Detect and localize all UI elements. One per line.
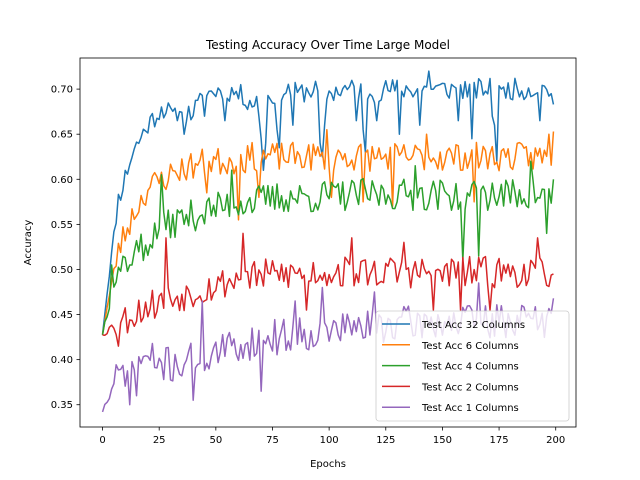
y-tick-label-5: 0.60 — [51, 175, 73, 186]
y-tick-label-3: 0.50 — [51, 265, 73, 276]
y-axis-label: Accuracy — [23, 220, 34, 266]
y-tick-label-6: 0.65 — [51, 130, 73, 141]
x-tick-label-8: 200 — [546, 435, 565, 446]
x-tick-label-6: 150 — [433, 435, 452, 446]
y-tick-label-0: 0.35 — [51, 400, 73, 411]
plot-frame — [79, 57, 577, 428]
legend-label-0: Test Acc 32 Columns — [421, 320, 525, 331]
y-tick-label-7: 0.70 — [51, 85, 73, 96]
legend-label-4: Test Acc 1 Columns — [421, 403, 519, 414]
series-line-1 — [101, 128, 555, 335]
series-line-2 — [101, 160, 555, 336]
x-tick-label-7: 175 — [490, 435, 509, 446]
x-tick-label-1: 25 — [153, 435, 166, 446]
y-tick-label-4: 0.55 — [51, 220, 73, 231]
x-tick-label-3: 75 — [266, 435, 279, 446]
x-axis-ticks: 0 25 50 75 100 125 150 175 200 — [99, 427, 565, 446]
series-line-0 — [101, 70, 555, 335]
legend-box — [375, 310, 570, 422]
x-tick-label-4: 100 — [320, 435, 339, 446]
x-axis-label: Epochs — [310, 459, 346, 470]
x-tick-label-5: 125 — [376, 435, 395, 446]
y-axis-ticks: 0.35 0.40 0.45 0.50 0.55 0.60 0.65 0.70 — [51, 85, 80, 411]
x-tick-label-0: 0 — [99, 435, 105, 446]
series-line-4 — [101, 282, 555, 413]
x-tick-label-2: 50 — [209, 435, 222, 446]
legend-label-3: Test Acc 2 Columns — [421, 382, 519, 393]
y-tick-label-2: 0.45 — [51, 310, 73, 321]
chart-title: Testing Accuracy Over Time Large Model — [205, 38, 450, 52]
plot-series — [101, 70, 555, 413]
legend-label-1: Test Acc 6 Columns — [421, 341, 519, 352]
legend-label-2: Test Acc 4 Columns — [421, 362, 519, 373]
legend: Test Acc 32 Columns Test Acc 6 Columns Tes… — [375, 310, 570, 422]
y-tick-label-1: 0.40 — [51, 355, 73, 366]
series-line-3 — [102, 232, 554, 347]
